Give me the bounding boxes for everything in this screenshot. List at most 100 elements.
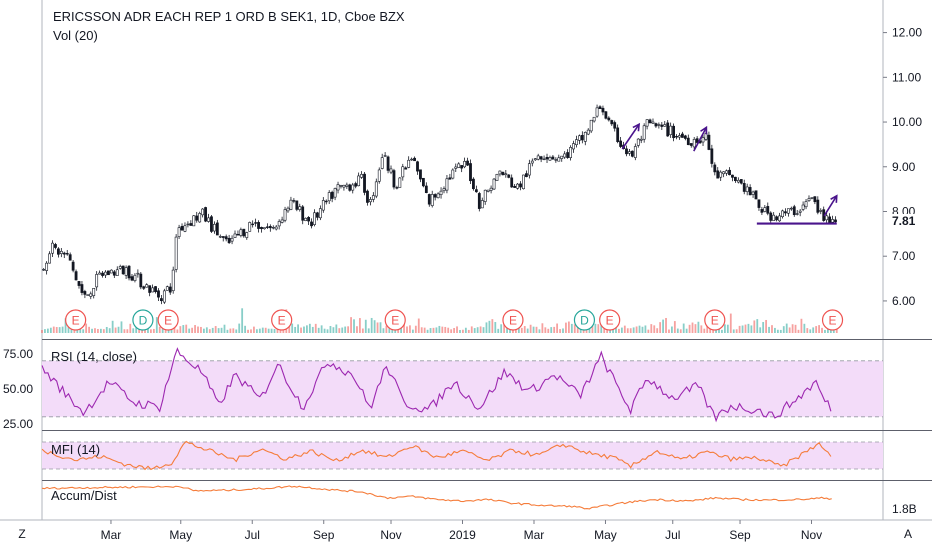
volume-bar [482, 327, 485, 333]
candle-body [810, 197, 814, 199]
auto-scale-button[interactable]: A [903, 527, 912, 541]
candle-body [298, 206, 302, 210]
time-tick-label: May [594, 528, 617, 542]
candle-body [433, 194, 437, 198]
candle-body [265, 226, 269, 228]
candle-body [271, 227, 275, 229]
volume-bar [744, 324, 747, 333]
candle-body [207, 217, 210, 222]
candle-body [789, 207, 793, 210]
candle-body [392, 170, 396, 188]
volume-bar [311, 326, 314, 333]
candle-body [778, 215, 781, 222]
volume-bar [620, 327, 623, 333]
candle-body [354, 183, 358, 187]
candle-body [127, 265, 131, 279]
volume-bar [347, 326, 350, 333]
volume-bar [464, 327, 467, 333]
candle-body [610, 120, 614, 125]
candle-body [118, 266, 122, 269]
volume-bar [559, 329, 561, 333]
candle-body [324, 200, 328, 203]
candle-body [289, 199, 293, 210]
candle-body [292, 200, 296, 202]
volume-bar [326, 329, 329, 333]
candle-body [760, 209, 764, 213]
price-tick-label: 7.00 [892, 249, 916, 263]
mfi-label: MFI (14) [51, 442, 101, 457]
volume-bar [644, 325, 647, 333]
volume-bar [329, 325, 332, 333]
candle-body [748, 187, 752, 196]
candle-body [416, 161, 419, 172]
earnings-marker [599, 309, 621, 331]
candle-body [42, 269, 46, 271]
candle-body [274, 226, 278, 230]
volume-bar [188, 328, 191, 333]
volume-bar [138, 327, 141, 333]
candle-body [239, 229, 243, 236]
candle-body [168, 286, 172, 293]
candle-body [107, 270, 110, 276]
candle-body [165, 286, 169, 291]
volume-bar [429, 328, 432, 333]
volume-bar [44, 329, 46, 333]
candle-body [642, 125, 646, 140]
candle-body [536, 155, 540, 160]
volume-bar [99, 328, 102, 333]
candle-body [775, 216, 779, 221]
volume-bar [806, 328, 809, 333]
candle-body [707, 134, 711, 150]
candle-body [569, 147, 572, 158]
volume-bar [264, 327, 267, 333]
candle-body [489, 187, 493, 191]
volume-bar [565, 322, 567, 333]
volume-bar [170, 329, 173, 333]
candle-body [268, 226, 272, 229]
volume-bar [721, 329, 723, 333]
volume-bar [532, 326, 535, 333]
volume-bar [85, 323, 88, 333]
candle-body [480, 200, 484, 209]
volume-bar [303, 326, 305, 333]
candle-body [689, 143, 693, 146]
volume-bar [706, 323, 709, 333]
candle-body [124, 267, 128, 276]
zoom-button[interactable]: Z [18, 527, 26, 541]
candle-body [516, 183, 519, 189]
candle-body [460, 165, 464, 169]
candle-body [45, 262, 49, 271]
volume-bar [615, 324, 617, 333]
volume-bar [579, 326, 582, 333]
volume-bar [141, 329, 143, 333]
candle-body [601, 107, 605, 113]
volume-bar [300, 327, 302, 333]
candle-body [575, 139, 578, 146]
candle-body [130, 276, 134, 281]
event-marker-label: D [139, 314, 148, 328]
candle-body [725, 170, 728, 174]
candle-body [798, 210, 802, 213]
dividend-marker [573, 309, 596, 331]
candle-body [445, 178, 449, 191]
candle-body [474, 189, 478, 193]
volume-bar [67, 322, 70, 333]
volume-bar [473, 328, 476, 333]
time-tick-label: Mar [524, 528, 545, 542]
event-marker-label: E [606, 314, 614, 328]
volume-bar [788, 327, 791, 333]
candle-body [692, 139, 696, 148]
candle-body [472, 178, 475, 190]
volume-bar [476, 327, 479, 333]
volume-bar [535, 326, 538, 333]
candle-body [142, 286, 146, 289]
candle-body [545, 157, 549, 160]
trend-arrow-shaft [621, 123, 640, 150]
time-tick-label: Sep [729, 528, 751, 542]
candle-body [307, 217, 310, 222]
candle-body [215, 222, 219, 236]
candle-body [342, 184, 346, 188]
volume-bar [597, 324, 600, 333]
candle-body [551, 156, 555, 160]
